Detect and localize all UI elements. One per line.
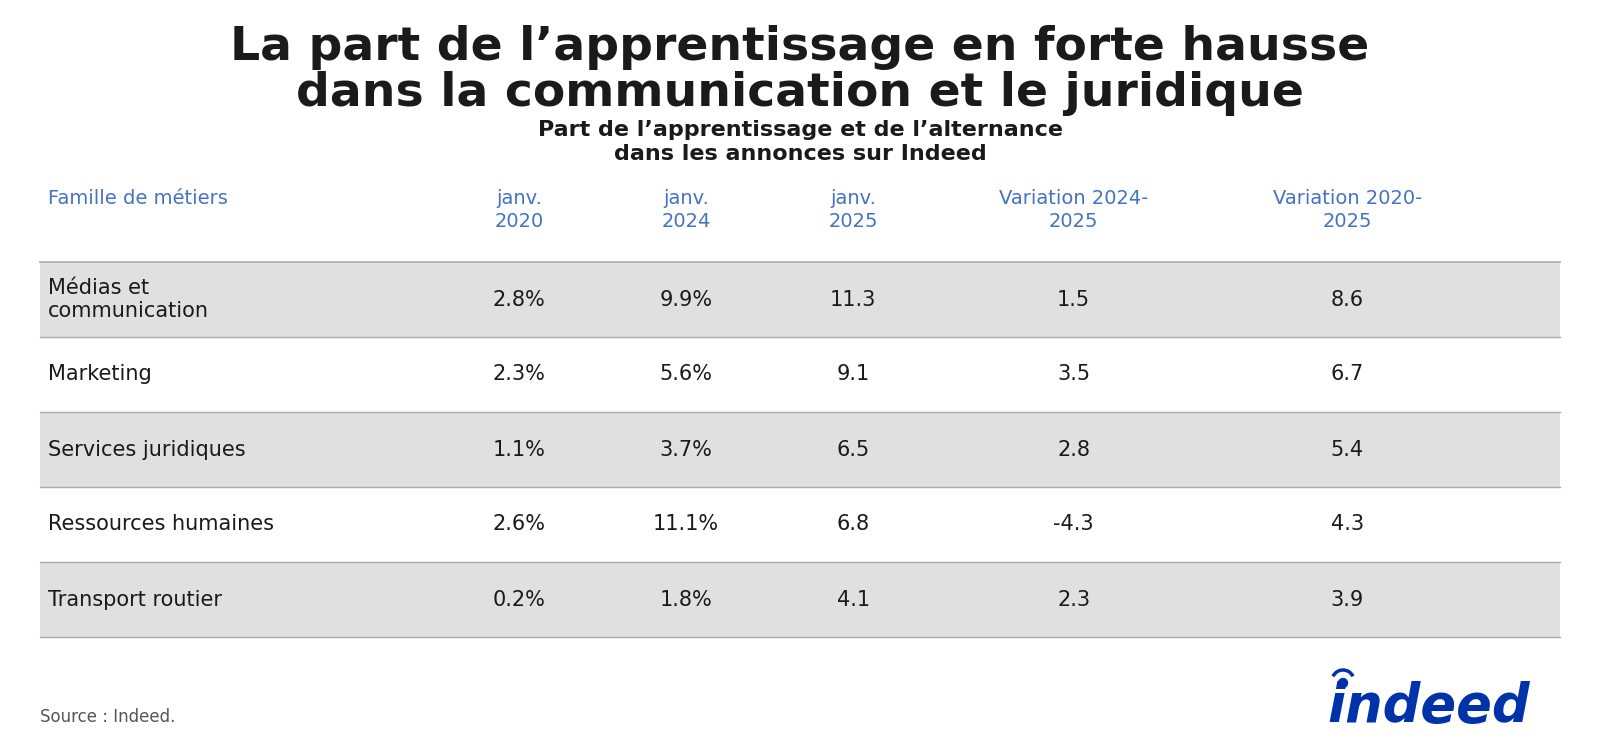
- Text: Transport routier: Transport routier: [48, 589, 222, 609]
- Text: janv.
2024: janv. 2024: [661, 189, 710, 231]
- Text: Marketing: Marketing: [48, 364, 152, 384]
- Text: 11.1%: 11.1%: [653, 515, 718, 534]
- Text: 5.4: 5.4: [1331, 440, 1363, 460]
- Text: 2.6%: 2.6%: [493, 515, 546, 534]
- Text: Ressources humaines: Ressources humaines: [48, 515, 274, 534]
- Text: 0.2%: 0.2%: [493, 589, 546, 609]
- Text: Services juridiques: Services juridiques: [48, 440, 246, 460]
- Bar: [40, 262, 1560, 337]
- Text: Variation 2020-
2025: Variation 2020- 2025: [1272, 189, 1422, 231]
- Text: 9.1: 9.1: [837, 364, 870, 384]
- Text: 2.3: 2.3: [1058, 589, 1090, 609]
- Text: Variation 2024-
2025: Variation 2024- 2025: [998, 189, 1149, 231]
- Text: 6.7: 6.7: [1331, 364, 1363, 384]
- Text: dans les annonces sur Indeed: dans les annonces sur Indeed: [614, 144, 986, 164]
- Text: 9.9%: 9.9%: [659, 290, 712, 309]
- Text: 3.5: 3.5: [1058, 364, 1090, 384]
- Text: La part de l’apprentissage en forte hausse: La part de l’apprentissage en forte haus…: [230, 25, 1370, 70]
- Text: 5.6%: 5.6%: [659, 364, 712, 384]
- Text: 6.8: 6.8: [837, 515, 870, 534]
- Text: indeed: indeed: [1328, 681, 1530, 733]
- Bar: [40, 337, 1560, 412]
- Text: 3.7%: 3.7%: [659, 440, 712, 460]
- Text: 2.8%: 2.8%: [493, 290, 546, 309]
- Text: Médias et
communication: Médias et communication: [48, 278, 210, 321]
- Text: Source : Indeed.: Source : Indeed.: [40, 708, 176, 726]
- Text: 3.9: 3.9: [1331, 589, 1363, 609]
- Text: 1.5: 1.5: [1058, 290, 1090, 309]
- Bar: [40, 562, 1560, 637]
- Bar: [40, 412, 1560, 487]
- Text: 1.1%: 1.1%: [493, 440, 546, 460]
- Text: janv.
2020: janv. 2020: [494, 189, 544, 231]
- Text: 4.3: 4.3: [1331, 515, 1363, 534]
- Text: janv.
2025: janv. 2025: [829, 189, 878, 231]
- Text: 1.8%: 1.8%: [659, 589, 712, 609]
- Text: Famille de métiers: Famille de métiers: [48, 189, 227, 208]
- Text: 2.8: 2.8: [1058, 440, 1090, 460]
- Text: dans la communication et le juridique: dans la communication et le juridique: [296, 71, 1304, 116]
- Circle shape: [1339, 679, 1347, 688]
- Text: 8.6: 8.6: [1331, 290, 1363, 309]
- Text: -4.3: -4.3: [1053, 515, 1094, 534]
- Bar: [40, 487, 1560, 562]
- Text: Part de l’apprentissage et de l’alternance: Part de l’apprentissage et de l’alternan…: [538, 120, 1062, 140]
- Text: 2.3%: 2.3%: [493, 364, 546, 384]
- Text: 11.3: 11.3: [830, 290, 877, 309]
- Text: 6.5: 6.5: [837, 440, 870, 460]
- Text: 4.1: 4.1: [837, 589, 870, 609]
